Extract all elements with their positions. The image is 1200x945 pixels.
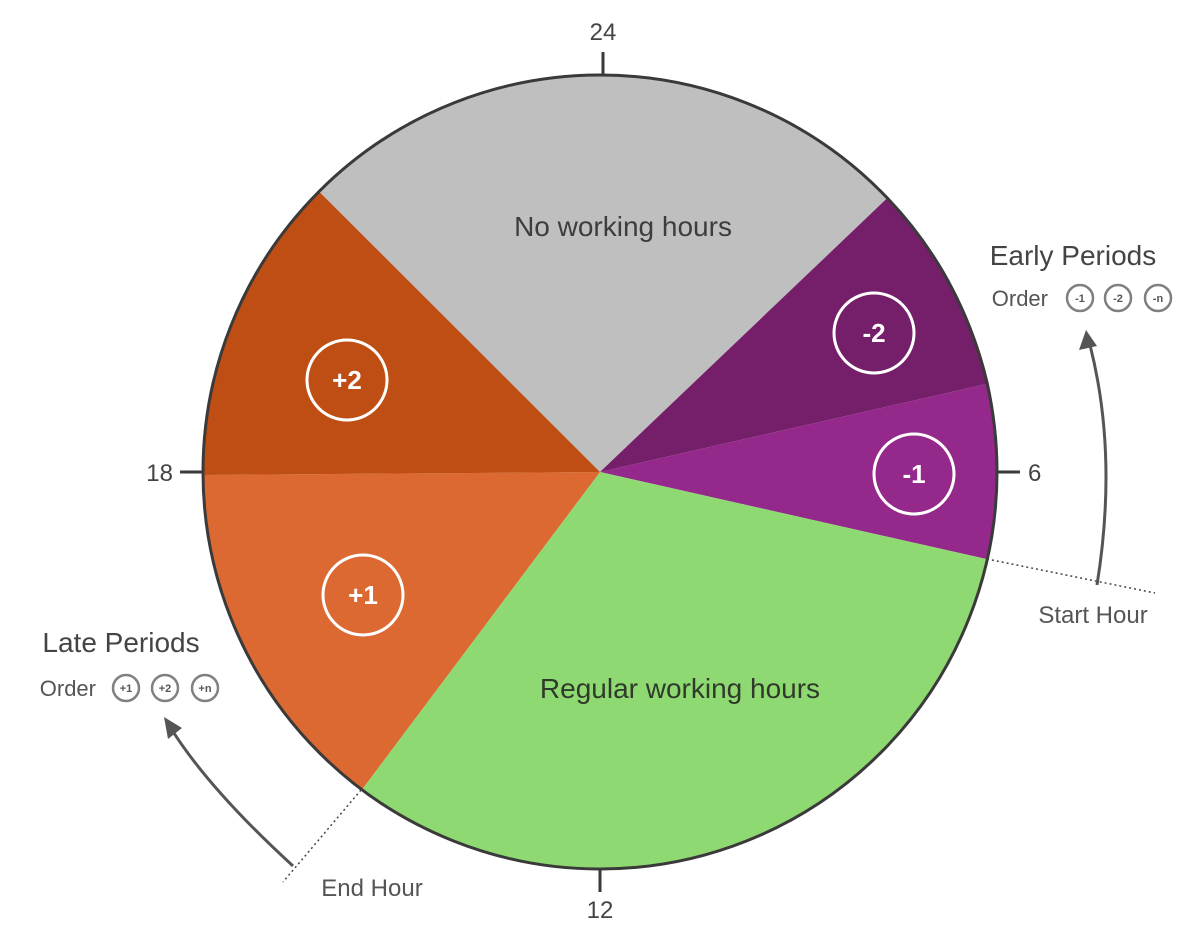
early-order-badge-1-label: -1: [1075, 293, 1085, 305]
no-working-hours-label: No working hours: [514, 211, 732, 242]
early-order-badge-n-ring: [1143, 283, 1173, 313]
early-order-badge-1: -1: [1065, 283, 1095, 313]
early-periods-arrow: [1088, 344, 1108, 586]
early-order-badge-2-label: -2: [1113, 293, 1123, 305]
early-order-badge-2-ring: [1103, 283, 1133, 313]
late-2-badge: +2: [305, 338, 389, 422]
segment-early-2: [600, 197, 989, 473]
clock-label-12: 12: [587, 897, 614, 924]
early-1-badge: -1: [872, 432, 956, 516]
segment-regular-working-hours: [361, 472, 988, 870]
early-2-badge-label: -2: [862, 318, 885, 348]
late-order-badge-1: +1: [111, 673, 141, 703]
late-order-badge-n: +n: [190, 673, 220, 703]
regular-working-hours-label: Regular working hours: [540, 673, 820, 704]
early-1-badge-label: -1: [902, 459, 925, 489]
clock-label-18: 18: [146, 460, 173, 487]
early-order-label: Order: [992, 286, 1048, 311]
early-order-badge-1-ring: [1065, 283, 1095, 313]
late-order-badge-2-ring: [150, 673, 180, 703]
late-2-badge-ring: [305, 338, 389, 422]
early-periods-arrowhead: [1079, 330, 1097, 350]
late-1-badge-label: +1: [348, 580, 378, 610]
early-order-badge-n-label: -n: [1153, 293, 1164, 305]
segment-early-1: [600, 383, 998, 560]
late-periods-title: Late Periods: [42, 627, 199, 658]
end-hour-dotted-line: [282, 789, 362, 883]
segment-late-2: [202, 191, 600, 475]
early-periods-title: Early Periods: [990, 240, 1157, 271]
early-1-badge-ring: [872, 432, 956, 516]
late-1-badge-ring: [321, 553, 405, 637]
late-periods-arrow: [170, 729, 295, 868]
late-order-label: Order: [40, 676, 96, 701]
late-order-badge-n-ring: [190, 673, 220, 703]
late-order-badge-2: +2: [150, 673, 180, 703]
late-periods-arrowhead: [164, 717, 182, 739]
early-order-badge-n: -n: [1143, 283, 1173, 313]
segment-no-working-hours: [319, 74, 888, 472]
clock-label-6: 6: [1028, 460, 1041, 487]
segment-late-1: [203, 472, 600, 790]
early-order-badge-2: -2: [1103, 283, 1133, 313]
clock-label-24: 24: [590, 19, 617, 46]
late-2-badge-label: +2: [332, 365, 362, 395]
late-1-badge: +1: [321, 553, 405, 637]
early-2-badge-ring: [832, 291, 916, 375]
late-order-badge-1-ring: [111, 673, 141, 703]
start-hour-label: Start Hour: [1038, 602, 1147, 629]
start-hour-dotted-line: [986, 558, 1156, 594]
late-order-badge-n-label: +n: [198, 683, 211, 695]
end-hour-label: End Hour: [321, 875, 422, 902]
early-2-badge: -2: [832, 291, 916, 375]
late-order-badge-1-label: +1: [120, 683, 133, 695]
late-order-badge-2-label: +2: [159, 683, 172, 695]
